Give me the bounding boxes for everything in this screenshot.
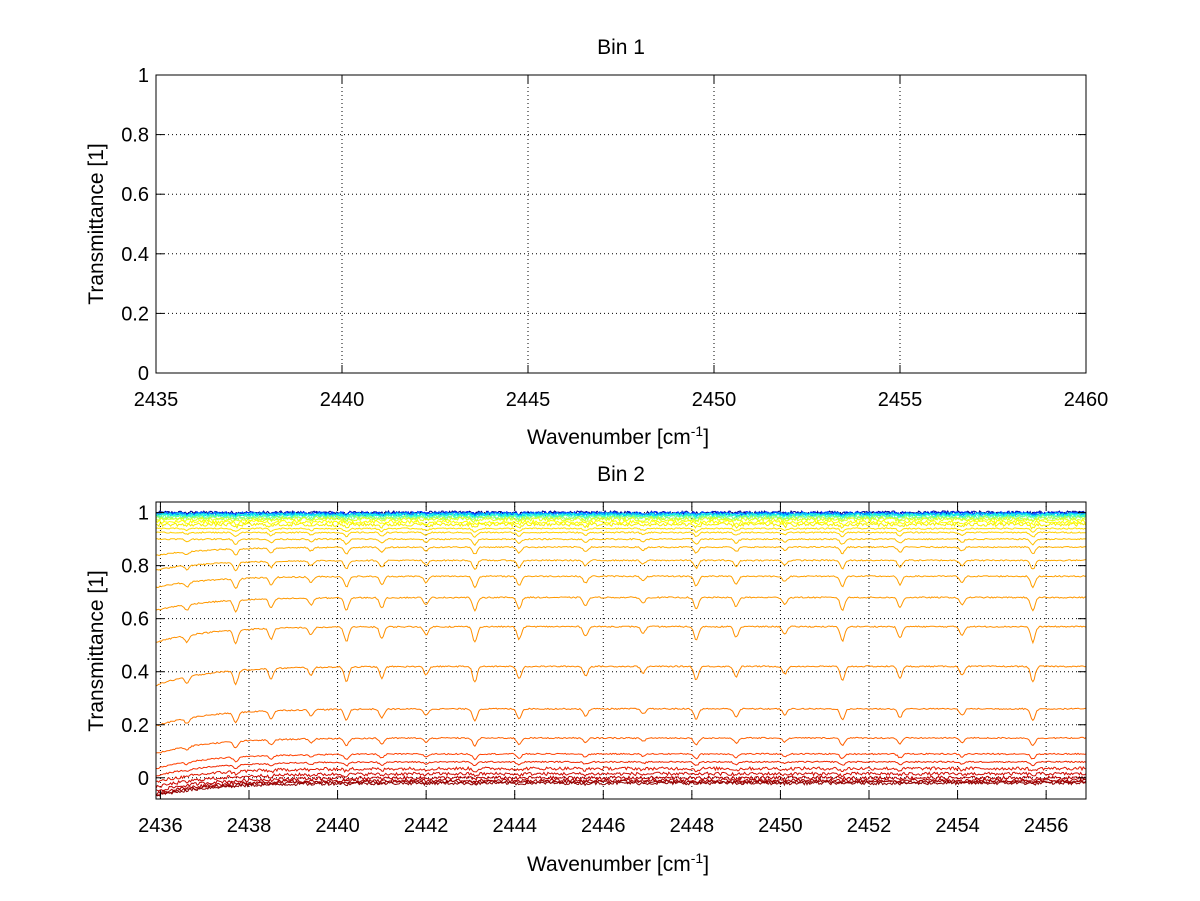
subplot-1-frame bbox=[155, 74, 1087, 374]
series-line-L11 bbox=[156, 521, 1086, 530]
subplot-2-xlabel: Wavenumber [cm-1] bbox=[527, 850, 709, 876]
subplot-1-title: Bin 1 bbox=[597, 36, 645, 59]
x-tick-label: 2452 bbox=[847, 815, 892, 837]
x-tick-label: 2440 bbox=[315, 815, 360, 837]
y-tick-label: 0.2 bbox=[121, 303, 149, 325]
series-line-L29 bbox=[156, 779, 1086, 797]
y-tick-label: 0.4 bbox=[121, 244, 149, 266]
x-tick-label: 2438 bbox=[227, 815, 272, 837]
subplot-2-title: Bin 2 bbox=[597, 463, 645, 486]
subplot-2-series bbox=[156, 509, 1086, 797]
x-tick-label: 2444 bbox=[492, 815, 537, 837]
series-line-L2 bbox=[156, 510, 1086, 517]
y-tick-label: 0.4 bbox=[121, 662, 149, 684]
y-tick-label: 0 bbox=[138, 768, 149, 790]
x-tick-label: 2454 bbox=[935, 815, 980, 837]
series-line-L30 bbox=[156, 780, 1086, 797]
subplot-2-ylabel: Transmittance [1] bbox=[85, 570, 108, 731]
series-line-L19 bbox=[156, 625, 1086, 645]
x-tick-label: 2445 bbox=[506, 389, 551, 411]
series-line-L15 bbox=[156, 545, 1086, 556]
series-line-L17 bbox=[156, 574, 1086, 589]
y-tick-label: 0.6 bbox=[121, 184, 149, 206]
series-line-L27 bbox=[156, 775, 1086, 792]
x-tick-label: 2446 bbox=[581, 815, 626, 837]
y-tick-label: 0.6 bbox=[121, 609, 149, 631]
subplot-1-grid bbox=[156, 75, 1086, 373]
series-line-L23 bbox=[156, 752, 1086, 770]
x-tick-label: 2436 bbox=[138, 815, 183, 837]
x-tick-label: 2440 bbox=[320, 389, 365, 411]
subplot-bin-1: Bin 1 2435 2440 2445 2450 2455 2460 0 0.2 0.4 0.6… bbox=[85, 36, 1108, 449]
x-tick-label: 2442 bbox=[404, 815, 449, 837]
series-line-L20 bbox=[156, 665, 1086, 687]
series-line-L7 bbox=[156, 513, 1086, 521]
series-line-L24 bbox=[156, 760, 1086, 777]
x-tick-label: 2450 bbox=[692, 389, 737, 411]
series-line-L9 bbox=[156, 516, 1086, 524]
subplot-2-ticks: 2436 2438 2440 2442 2444 2446 2448 2450 2452 2454… bbox=[121, 502, 1086, 837]
y-tick-label: 0 bbox=[138, 363, 149, 385]
series-line-L18 bbox=[156, 596, 1086, 613]
subplot-bin-2: Bin 2 2436 2438 2440 2442 2444 2446 2448 2450 24… bbox=[85, 463, 1087, 876]
subplot-1-ylabel: Transmittance [1] bbox=[85, 143, 108, 304]
subplot-1-ticks: 2435 2440 2445 2450 2455 2460 0 0.2 0.4 0.6 0.8 1 bbox=[121, 65, 1108, 411]
series-line-L10 bbox=[156, 518, 1086, 527]
y-tick-label: 1 bbox=[138, 65, 149, 87]
y-tick-label: 0.8 bbox=[121, 556, 149, 578]
x-tick-label: 2460 bbox=[1064, 389, 1109, 411]
y-tick-label: 0.8 bbox=[121, 125, 149, 147]
series-line-L26 bbox=[156, 771, 1086, 789]
series-line-L28 bbox=[156, 777, 1086, 795]
x-tick-label: 2456 bbox=[1024, 815, 1069, 837]
series-line-L21 bbox=[156, 707, 1086, 727]
x-tick-label: 2455 bbox=[878, 389, 923, 411]
x-tick-label: 2450 bbox=[758, 815, 803, 837]
series-line-L12 bbox=[156, 527, 1086, 533]
series-line-L22 bbox=[156, 736, 1086, 754]
series-line-L13 bbox=[156, 531, 1086, 538]
y-tick-label: 1 bbox=[138, 503, 149, 525]
x-tick-label: 2435 bbox=[134, 389, 179, 411]
series-line-L25 bbox=[156, 765, 1086, 783]
subplot-1-xlabel: Wavenumber [cm-1] bbox=[527, 423, 709, 449]
subplot-2-frame bbox=[155, 501, 1087, 800]
x-tick-label: 2448 bbox=[670, 815, 715, 837]
y-tick-label: 0.2 bbox=[121, 715, 149, 737]
series-line-L14 bbox=[156, 537, 1086, 547]
series-line-L16 bbox=[156, 559, 1086, 572]
